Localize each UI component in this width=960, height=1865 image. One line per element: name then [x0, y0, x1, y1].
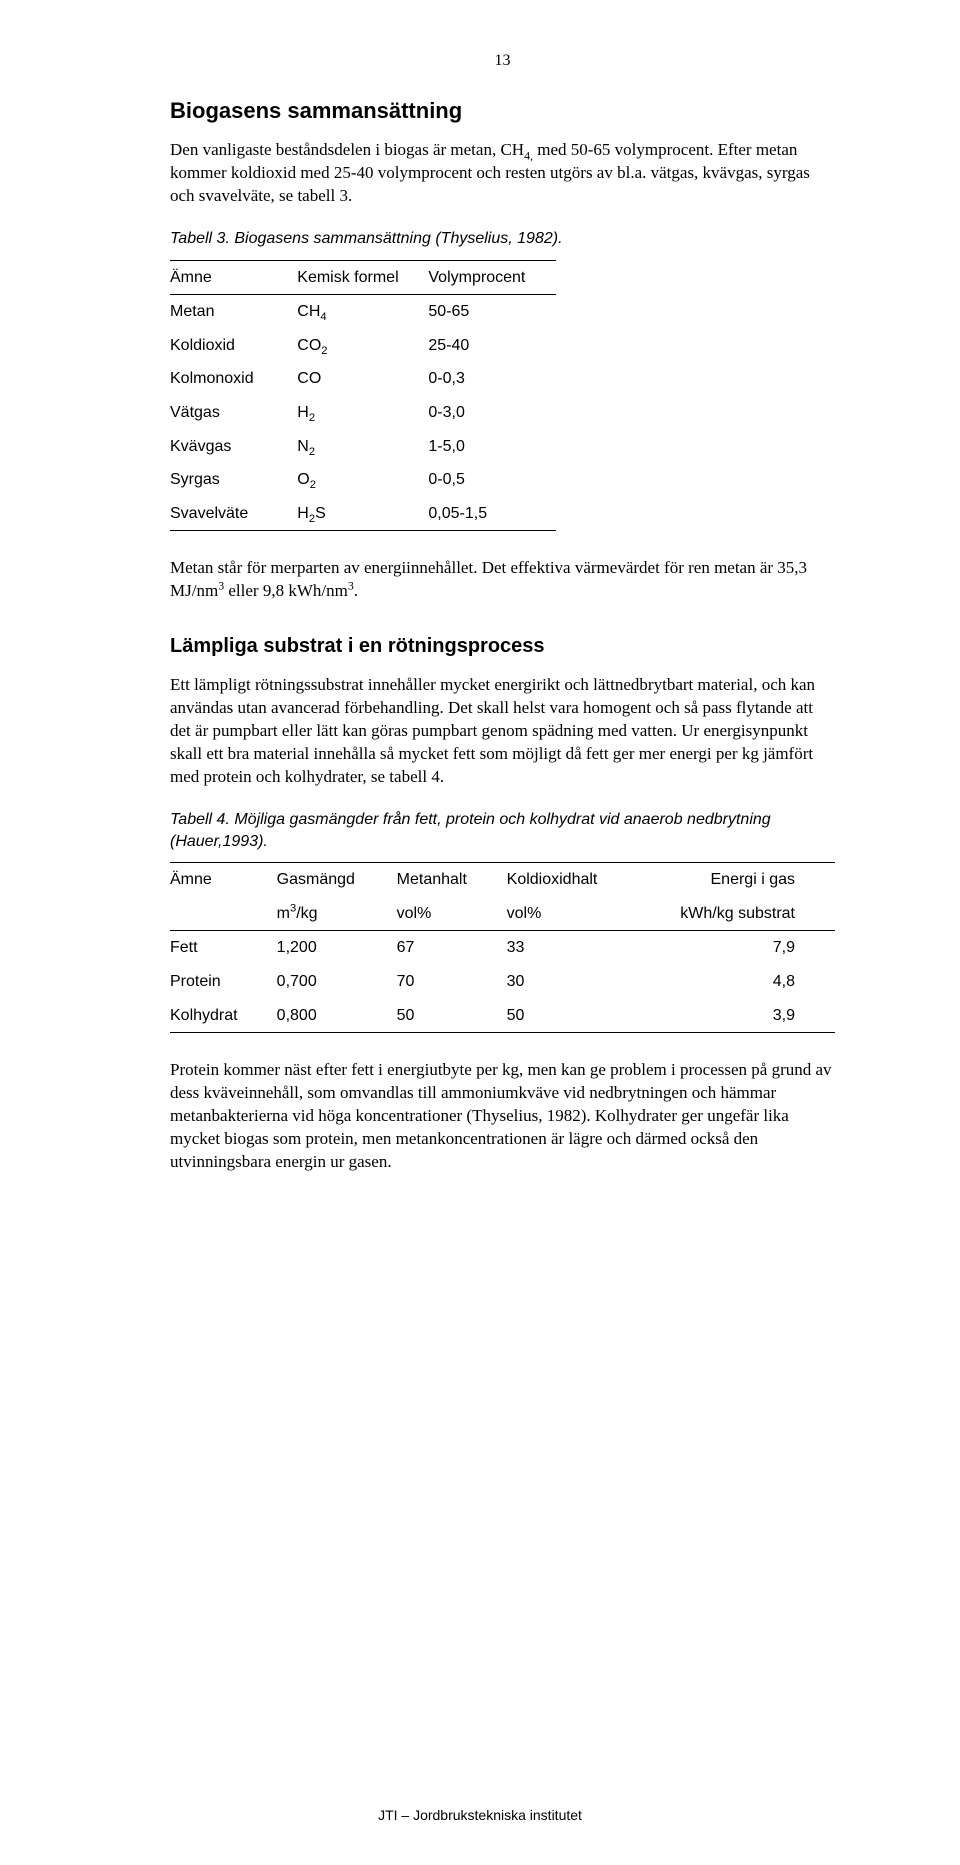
t3-r2-c0: Kolmonoxid: [170, 362, 297, 396]
t4-r1-c4: 4,8: [642, 965, 835, 999]
t3-r2-c1: CO: [297, 362, 428, 396]
t4-h1b-a: m: [277, 905, 290, 922]
t3-r0-formula: CH: [297, 303, 320, 320]
section1-paragraph: Den vanligaste beståndsdelen i biogas är…: [170, 139, 835, 208]
t4-r1-c1: 0,700: [277, 965, 397, 999]
t3-r2-formula: CO: [297, 370, 321, 387]
table3-h1: Kemisk formel: [297, 260, 428, 295]
t3-r4-c2: 1-5,0: [428, 430, 555, 464]
t4-r0-c3: 33: [507, 931, 643, 965]
table-row: Syrgas O2 0-0,5: [170, 463, 556, 497]
sub-4: 4,: [524, 149, 533, 163]
t4-r0-c1: 1,200: [277, 931, 397, 965]
table4: Ämne Gasmängd Metanhalt Koldioxidhalt En…: [170, 862, 835, 1033]
table3-caption: Tabell 3. Biogasens sammansättning (Thys…: [170, 228, 835, 250]
t3-r5-c1: O2: [297, 463, 428, 497]
page-footer: JTI – Jordbrukstekniska institutet: [0, 1806, 960, 1825]
t3-r0-c2: 50-65: [428, 295, 555, 329]
t3-r5-c2: 0-0,5: [428, 463, 555, 497]
t4-h1b: m3/kg: [277, 897, 397, 931]
t4-r2-c1: 0,800: [277, 999, 397, 1033]
t3-r6-formula: H: [297, 505, 309, 522]
t4-h3a: Koldioxidhalt: [507, 863, 643, 897]
t3-r5-sub: 2: [310, 479, 316, 491]
t3-r0-sub: 4: [320, 311, 326, 323]
t4-r1-c2: 70: [397, 965, 507, 999]
table-row: Fett 1,200 67 33 7,9: [170, 931, 835, 965]
table-row: Vätgas H2 0-3,0: [170, 396, 556, 430]
t4-r2-c0: Kolhydrat: [170, 999, 277, 1033]
p2c: .: [354, 581, 358, 600]
t4-h4b: kWh/kg substrat: [642, 897, 835, 931]
table-row: Kvävgas N2 1-5,0: [170, 430, 556, 464]
table-row: Svavelväte H2S 0,05-1,5: [170, 497, 556, 531]
table4-header-row-2: m3/kg vol% vol% kWh/kg substrat: [170, 897, 835, 931]
p1-text-a: Den vanligaste beståndsdelen i biogas är…: [170, 140, 524, 159]
t4-h1a: Gasmängd: [277, 863, 397, 897]
t4-r2-c3: 50: [507, 999, 643, 1033]
table-row: Koldioxid CO2 25-40: [170, 329, 556, 363]
t3-r3-formula: H: [297, 404, 309, 421]
page: 13 Biogasens sammansättning Den vanligas…: [0, 0, 960, 1865]
table-row: Kolmonoxid CO 0-0,3: [170, 362, 556, 396]
t4-r2-c4: 3,9: [642, 999, 835, 1033]
t4-h0: Ämne: [170, 863, 277, 897]
t4-r0-c4: 7,9: [642, 931, 835, 965]
t3-r1-c0: Koldioxid: [170, 329, 297, 363]
para-metan-energi: Metan står för merparten av energiinnehå…: [170, 557, 835, 603]
t3-r0-c1: CH4: [297, 295, 428, 329]
t3-r0-c0: Metan: [170, 295, 297, 329]
t4-h3b: vol%: [507, 897, 643, 931]
t3-r1-formula: CO: [297, 337, 321, 354]
t3-r3-sub: 2: [309, 412, 315, 424]
t4-h0b: [170, 897, 277, 931]
t3-r4-sub: 2: [309, 446, 315, 458]
t3-r3-c2: 0-3,0: [428, 396, 555, 430]
t3-r4-formula: N: [297, 438, 309, 455]
p2b: eller 9,8 kWh/nm: [224, 581, 348, 600]
t4-r1-c0: Protein: [170, 965, 277, 999]
t3-r1-sub: 2: [321, 345, 327, 357]
section-title-biogasens: Biogasens sammansättning: [170, 96, 835, 126]
table3: Ämne Kemisk formel Volymprocent Metan CH…: [170, 260, 556, 532]
t4-r0-c0: Fett: [170, 931, 277, 965]
t3-r5-c0: Syrgas: [170, 463, 297, 497]
page-number: 13: [170, 50, 835, 72]
table3-h2: Volymprocent: [428, 260, 555, 295]
t3-r6-formula2: S: [315, 505, 326, 522]
t4-h1b-b: /kg: [296, 905, 317, 922]
t3-r3-c0: Vätgas: [170, 396, 297, 430]
t3-r6-c0: Svavelväte: [170, 497, 297, 531]
table4-caption: Tabell 4. Möjliga gasmängder från fett, …: [170, 809, 835, 852]
t3-r1-c2: 25-40: [428, 329, 555, 363]
section-title-lampliga: Lämpliga substrat i en rötningsprocess: [170, 633, 835, 660]
t4-h2b: vol%: [397, 897, 507, 931]
t3-r4-c1: N2: [297, 430, 428, 464]
t4-r0-c2: 67: [397, 931, 507, 965]
t4-r2-c2: 50: [397, 999, 507, 1033]
t3-r1-c1: CO2: [297, 329, 428, 363]
t3-r6-c1: H2S: [297, 497, 428, 531]
table4-header-row-1: Ämne Gasmängd Metanhalt Koldioxidhalt En…: [170, 863, 835, 897]
t3-r5-formula: O: [297, 471, 309, 488]
para-last: Protein kommer näst efter fett i energiu…: [170, 1059, 835, 1174]
table3-h0: Ämne: [170, 260, 297, 295]
t4-h4a: Energi i gas: [642, 863, 835, 897]
table-row: Protein 0,700 70 30 4,8: [170, 965, 835, 999]
t3-r6-c2: 0,05-1,5: [428, 497, 555, 531]
t4-r1-c3: 30: [507, 965, 643, 999]
table3-header-row: Ämne Kemisk formel Volymprocent: [170, 260, 556, 295]
t3-r2-c2: 0-0,3: [428, 362, 555, 396]
table-row: Metan CH4 50-65: [170, 295, 556, 329]
t3-r3-c1: H2: [297, 396, 428, 430]
table-row: Kolhydrat 0,800 50 50 3,9: [170, 999, 835, 1033]
t4-h2a: Metanhalt: [397, 863, 507, 897]
t3-r4-c0: Kvävgas: [170, 430, 297, 464]
section2-paragraph: Ett lämpligt rötningssubstrat innehåller…: [170, 674, 835, 789]
